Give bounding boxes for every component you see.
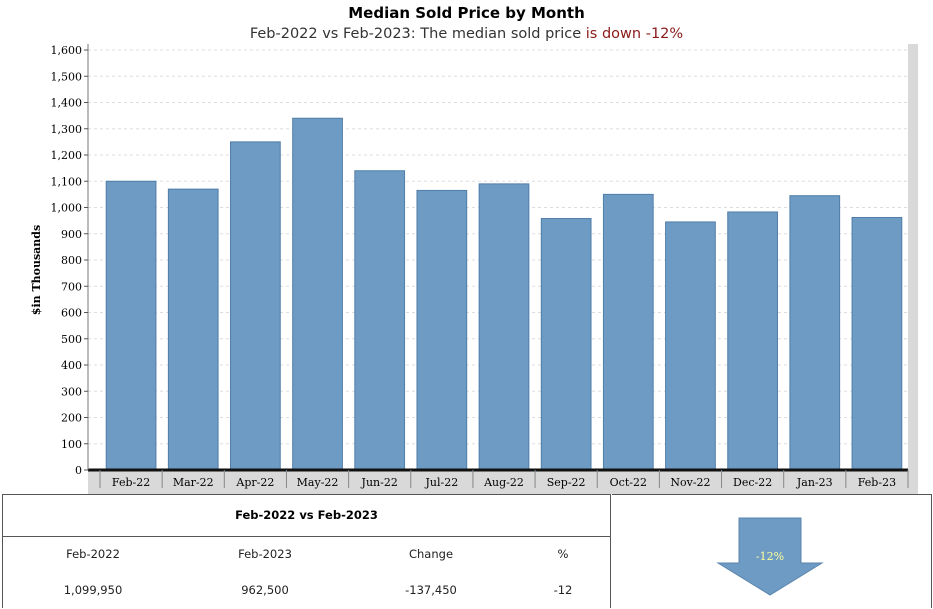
y-tick-label: 1,500 xyxy=(51,70,83,83)
y-axis-ticks: 0 100 200 300 400 500 600 700 800 900 1,000 1,100 1,… xyxy=(51,44,88,477)
bar-nov-22 xyxy=(665,221,716,471)
chart-title: Median Sold Price by Month xyxy=(348,4,585,22)
bar-jul-22 xyxy=(416,189,468,471)
bar-apr-22 xyxy=(230,141,281,471)
col-header-feb-2023: Feb-2023 xyxy=(238,547,292,561)
x-tick-label: Sep-22 xyxy=(547,476,586,489)
y-tick-label: 1,400 xyxy=(51,97,83,110)
summary-table: Feb-2022 vs Feb-2023 Feb-2022 Feb-2023 C… xyxy=(2,494,611,608)
subtitle-prefix: Feb-2022 vs Feb-2023: The median sold pr… xyxy=(249,26,586,42)
bar-chart: 0 100 200 300 400 500 600 700 800 900 1,000 1,100 1,… xyxy=(30,44,918,494)
col-header-percent: % xyxy=(557,547,569,561)
value-feb-2022: 1,099,950 xyxy=(63,583,123,597)
x-tick-label: Feb-23 xyxy=(858,476,896,489)
col-header-feb-2022: Feb-2022 xyxy=(66,547,120,561)
y-tick-label: 600 xyxy=(61,307,82,320)
y-tick-label: 400 xyxy=(61,359,82,372)
summary-header: Feb-2022 vs Feb-2023 xyxy=(3,495,610,537)
arrow-percent-label: -12% xyxy=(755,550,785,563)
summary-column-headers: Feb-2022 Feb-2023 Change % xyxy=(3,537,610,573)
bar-jun-22 xyxy=(354,170,406,471)
y-tick-label: 1,100 xyxy=(51,175,83,188)
x-tick-label: Mar-22 xyxy=(173,476,214,489)
bar-aug-22 xyxy=(478,183,530,471)
value-change: -137,450 xyxy=(405,583,457,597)
y-axis-label: $in Thousands xyxy=(30,225,43,315)
y-tick-label: 500 xyxy=(61,333,82,346)
y-tick-label: 200 xyxy=(61,412,82,425)
bar-feb-23 xyxy=(851,216,903,471)
bar-dec-22 xyxy=(727,211,778,471)
y-tick-label: 700 xyxy=(61,280,82,293)
x-tick-label: Jan-23 xyxy=(796,476,833,489)
down-arrow-icon xyxy=(716,517,824,596)
bar-sep-22 xyxy=(540,218,592,471)
x-tick-label: May-22 xyxy=(297,476,339,489)
x-tick-label: Jul-22 xyxy=(424,476,458,489)
bar-oct-22 xyxy=(602,193,654,471)
x-axis-ticks: Feb-22 Mar-22 Apr-22 May-22 Jun-22 Jul-22 Aug-… xyxy=(99,470,909,489)
x-tick-label: Nov-22 xyxy=(670,476,710,489)
subtitle-highlight: is down -12% xyxy=(585,26,684,42)
y-tick-label: 1,300 xyxy=(51,123,83,136)
x-tick-label: Aug-22 xyxy=(483,476,524,489)
y-tick-label: 0 xyxy=(75,464,82,477)
x-tick-label: Dec-22 xyxy=(733,476,772,489)
bar-mar-22 xyxy=(167,188,219,471)
bar-jan-23 xyxy=(789,195,841,471)
y-tick-label: 1,000 xyxy=(51,202,83,215)
y-tick-label: 900 xyxy=(61,228,82,241)
y-tick-label: 1,200 xyxy=(51,149,83,162)
y-tick-label: 1,600 xyxy=(51,44,83,57)
bar-may-22 xyxy=(292,117,343,471)
bars xyxy=(105,117,903,471)
bar-feb-22 xyxy=(105,180,157,471)
chart-subtitle: Feb-2022 vs Feb-2023: The median sold pr… xyxy=(0,26,933,42)
y-tick-label: 100 xyxy=(61,438,82,451)
x-tick-label: Oct-22 xyxy=(610,476,647,489)
x-tick-label: Jun-22 xyxy=(361,476,398,489)
y-tick-label: 800 xyxy=(61,254,82,267)
summary-values-row: 1,099,950 962,500 -137,450 -12 xyxy=(3,573,610,609)
value-percent: -12 xyxy=(553,583,573,597)
change-indicator-panel: -12% xyxy=(612,494,932,608)
x-tick-label: Apr-22 xyxy=(235,476,274,489)
col-header-change: Change xyxy=(408,547,454,561)
value-feb-2023: 962,500 xyxy=(241,583,289,597)
x-tick-label: Feb-22 xyxy=(112,476,150,489)
y-tick-label: 300 xyxy=(61,385,82,398)
